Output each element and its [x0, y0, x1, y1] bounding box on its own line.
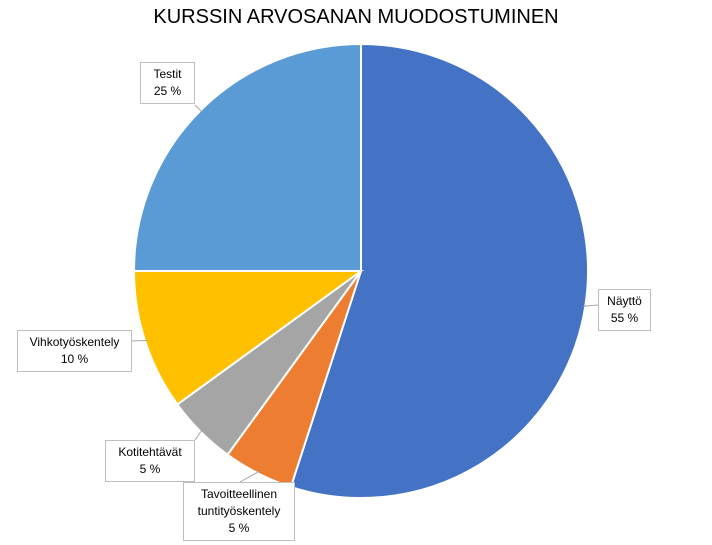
data-label: Näyttö 55 %: [598, 289, 651, 331]
data-label: Tavoitteellinen tuntityöskentely 5 %: [183, 482, 295, 541]
label-name: Vihkotyöskentely: [29, 335, 120, 349]
label-value: 25 %: [153, 84, 182, 98]
label-name: Kotitehtävät: [118, 445, 182, 459]
leader-line: [194, 429, 203, 441]
leader-line: [583, 304, 599, 307]
label-name: Näyttö: [607, 294, 642, 308]
data-label: Kotitehtävät 5 %: [105, 440, 195, 482]
label-value: 5 %: [139, 462, 161, 476]
label-name: Testit: [153, 67, 182, 81]
pie-slice: [132, 270, 365, 406]
label-value: 5 %: [228, 521, 250, 535]
label-name: Tavoitteellinen tuntityöskentely: [197, 487, 281, 518]
leader-line: [239, 471, 260, 483]
label-value: 10 %: [60, 352, 89, 366]
leader-line: [194, 104, 203, 113]
label-value: 55 %: [610, 311, 639, 325]
data-label: Testit 25 %: [140, 62, 195, 104]
chart-title: KURSSIN ARVOSANAN MUODOSTUMINEN: [153, 6, 559, 28]
data-label: Vihkotyöskentely 10 %: [17, 330, 132, 372]
